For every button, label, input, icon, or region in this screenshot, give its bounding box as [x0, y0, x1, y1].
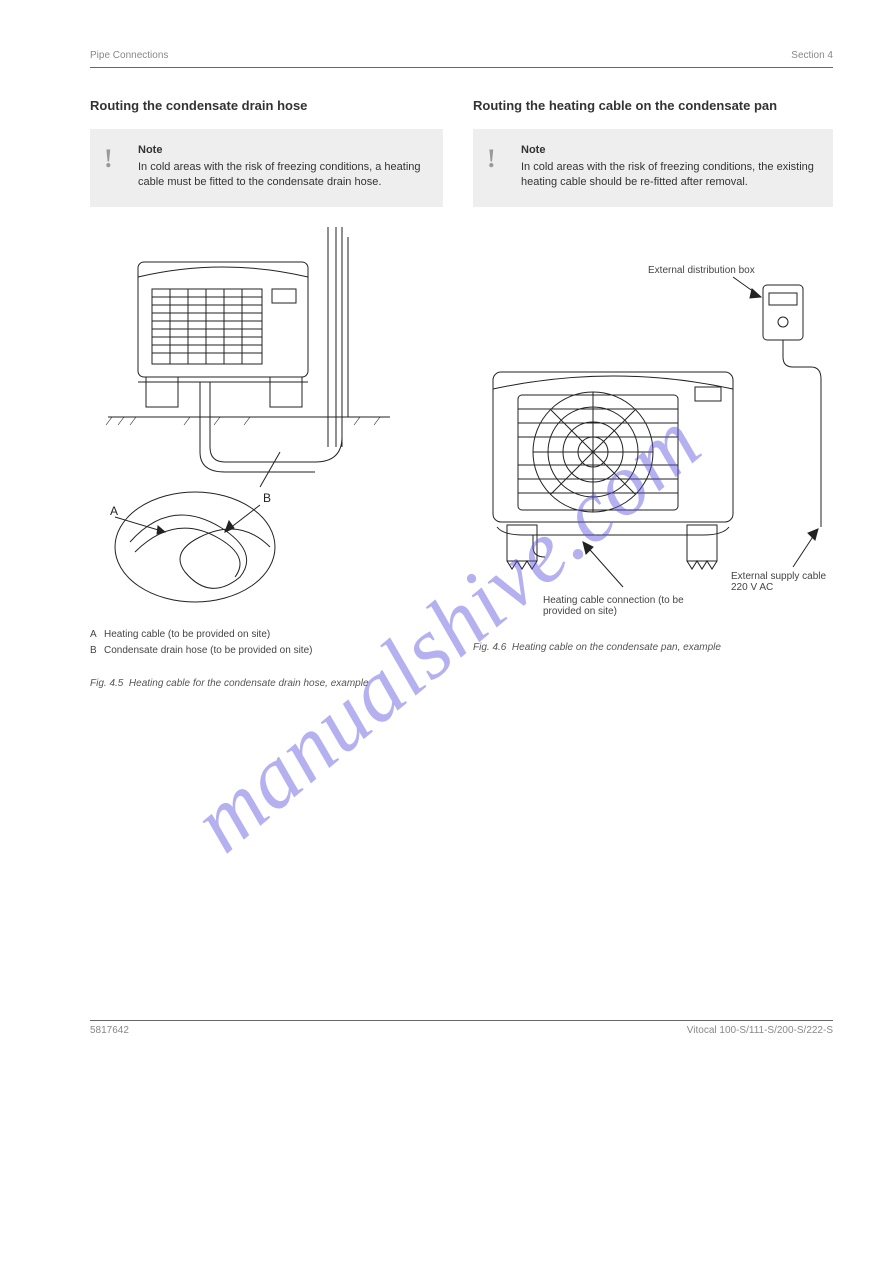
label-heating-conn: Heating cable connection (to be provided… [543, 595, 693, 617]
figure-4-5-svg: A B [90, 227, 430, 627]
figure-4-5: A B A Heating cable (to be provided on s… [90, 227, 443, 690]
right-note-body: In cold areas with the risk of freezing … [521, 161, 814, 188]
header-right: Section 4 [791, 50, 833, 61]
label-dist-box: External distribution box [648, 265, 768, 276]
right-column: Routing the heating cable on the condens… [473, 98, 833, 690]
right-note: ! Note In cold areas with the risk of fr… [473, 129, 833, 207]
label-b-letter: B [90, 645, 97, 656]
columns: Routing the condensate drain hose ! Note… [90, 98, 833, 690]
left-note-body: In cold areas with the risk of freezing … [138, 161, 421, 188]
right-note-title: Note [521, 143, 819, 158]
left-note: ! Note In cold areas with the risk of fr… [90, 129, 443, 207]
left-column: Routing the condensate drain hose ! Note… [90, 98, 443, 690]
header-bar: Pipe Connections Section 4 [90, 50, 833, 61]
fig-4-5-caption: Fig. 4.5 Heating cable for the condensat… [90, 677, 443, 690]
header-rule [90, 67, 833, 68]
fig-4-6-caption: Fig. 4.6 Heating cable on the condensate… [473, 641, 833, 654]
header-left: Pipe Connections [90, 50, 168, 61]
label-a-text: Heating cable (to be provided on site) [104, 629, 404, 640]
footer-right: Vitocal 100-S/111-S/200-S/222-S [687, 1025, 833, 1036]
svg-text:A: A [110, 504, 118, 518]
label-supply-cable: External supply cable 220 V AC [731, 571, 841, 593]
svg-text:B: B [263, 491, 271, 505]
left-heading: Routing the condensate drain hose [90, 98, 443, 113]
right-heading: Routing the heating cable on the condens… [473, 98, 833, 113]
figure-4-6: External distribution box Heating cable … [473, 267, 833, 654]
fig-4-6-prefix: Fig. 4.6 [473, 642, 506, 653]
exclamation-icon: ! [487, 141, 496, 176]
label-a-letter: A [90, 629, 97, 640]
page: Pipe Connections Section 4 Routing the c… [0, 0, 893, 1076]
footer-bar: 5817642 Vitocal 100-S/111-S/200-S/222-S [90, 1025, 833, 1036]
exclamation-icon: ! [104, 141, 113, 176]
footer-left: 5817642 [90, 1025, 129, 1036]
left-note-title: Note [138, 143, 429, 158]
figure-4-6-svg [473, 267, 833, 607]
fig-4-5-text: Heating cable for the condensate drain h… [129, 678, 369, 689]
footer-rule [90, 1020, 833, 1021]
fig-4-6-text: Heating cable on the condensate pan, exa… [512, 642, 721, 653]
label-b-text: Condensate drain hose (to be provided on… [104, 645, 404, 656]
fig-4-5-prefix: Fig. 4.5 [90, 678, 123, 689]
